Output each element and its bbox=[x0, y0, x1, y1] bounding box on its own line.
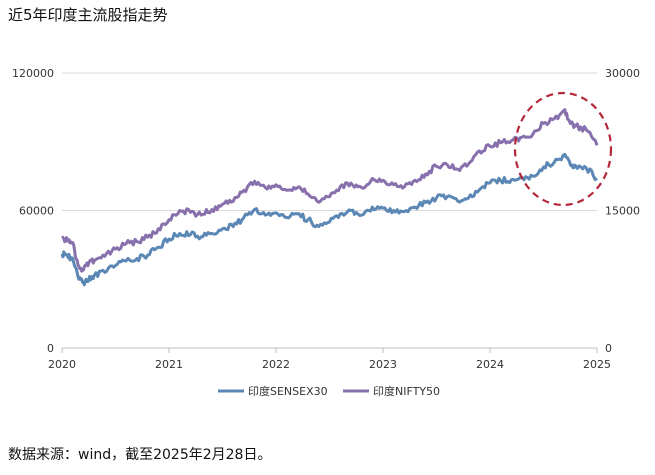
chart-title: 近5年印度主流股指走势 bbox=[8, 6, 168, 24]
x-tick-label: 2020 bbox=[48, 358, 76, 371]
right-y-axis: 0 15000 30000 bbox=[605, 67, 640, 355]
left-y-tick-label: 60000 bbox=[19, 205, 54, 218]
series-lines bbox=[60, 108, 599, 287]
highlight-circle bbox=[513, 91, 613, 207]
gridlines bbox=[62, 72, 597, 349]
source-note: 数据来源：wind，截至2025年2月28日。 bbox=[8, 447, 272, 463]
right-y-tick-label: 30000 bbox=[605, 67, 640, 80]
x-tick-label: 2023 bbox=[369, 358, 397, 371]
legend-label: 印度SENSEX30 bbox=[248, 384, 328, 398]
x-axis: 2020 2021 2022 2023 2024 2025 bbox=[48, 347, 611, 371]
right-y-tick-label: 0 bbox=[605, 342, 612, 355]
x-tick-label: 2025 bbox=[583, 358, 611, 371]
left-y-tick-label: 120000 bbox=[12, 67, 54, 80]
left-y-tick-label: 0 bbox=[47, 342, 54, 355]
x-tick-label: 2022 bbox=[262, 358, 290, 371]
x-tick-label: 2024 bbox=[476, 358, 504, 371]
x-tick-label: 2021 bbox=[155, 358, 183, 371]
series-line bbox=[61, 108, 599, 273]
series-line bbox=[60, 152, 598, 287]
legend-label: 印度NIFTY50 bbox=[373, 384, 440, 398]
right-y-tick-label: 15000 bbox=[605, 205, 640, 218]
legend: 印度SENSEX30 印度NIFTY50 bbox=[218, 384, 440, 398]
left-y-axis: 0 60000 120000 bbox=[12, 67, 54, 355]
